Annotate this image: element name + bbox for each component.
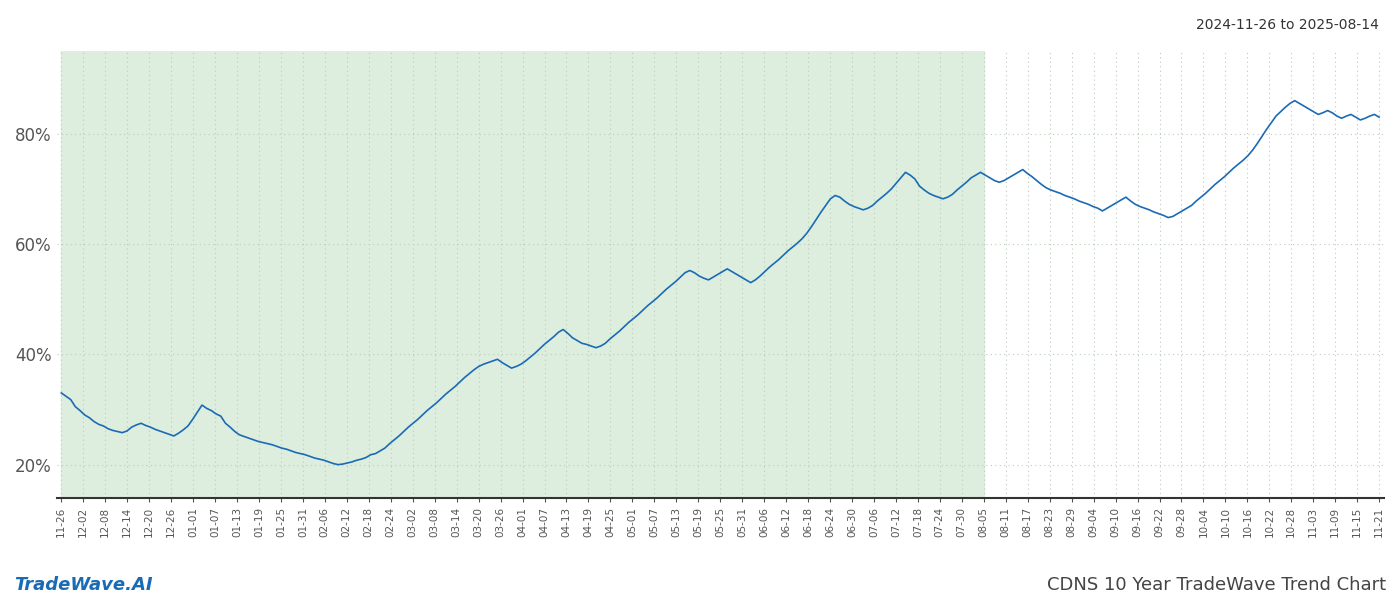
Bar	[62, 51, 984, 498]
Text: CDNS 10 Year TradeWave Trend Chart: CDNS 10 Year TradeWave Trend Chart	[1047, 576, 1386, 594]
Text: 2024-11-26 to 2025-08-14: 2024-11-26 to 2025-08-14	[1196, 18, 1379, 32]
Text: TradeWave.AI: TradeWave.AI	[14, 576, 153, 594]
